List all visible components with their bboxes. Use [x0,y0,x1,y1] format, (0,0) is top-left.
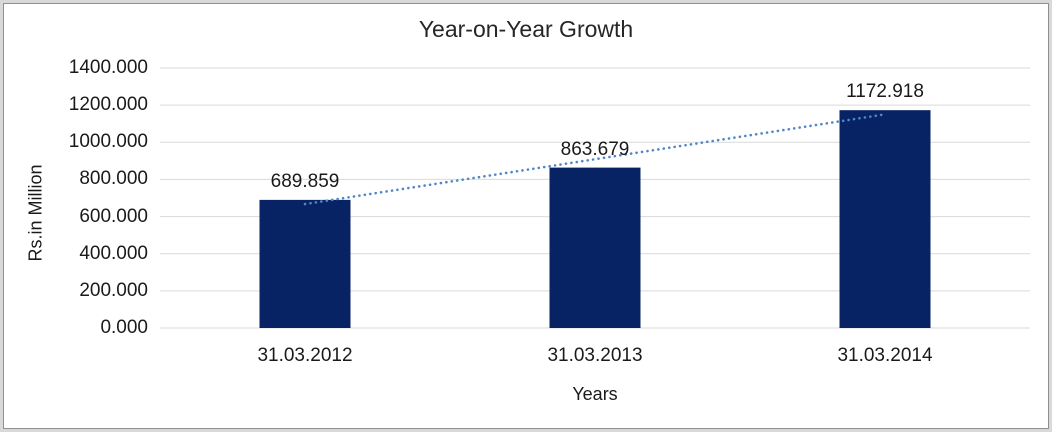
x-tick-label-31.03.2013: 31.03.2013 [547,345,643,366]
y-tick-label-1000.000: 1000.000 [68,131,148,153]
y-tick-label-200.000: 200.000 [79,279,148,301]
trendline-dotted [303,113,887,206]
bar-31.03.2012 [259,199,351,328]
x-tick-label-31.03.2012: 31.03.2012 [257,345,353,366]
y-tick-label-600.000: 600.000 [79,205,148,227]
data-label-31.03.2012: 689.859 [270,170,340,192]
x-tick-label-31.03.2014: 31.03.2014 [837,345,933,366]
x-axis-title: Years [572,384,618,404]
y-tick-label-1400.000: 1400.000 [68,57,148,78]
bar-31.03.2013 [549,167,641,328]
y-tick-label-0.000: 0.000 [100,317,148,338]
y-tick-label-1200.000: 1200.000 [68,94,148,116]
bar-31.03.2014 [839,110,931,329]
chart-title: Year-on-Year Growth [418,16,634,42]
y-tick-label-400.000: 400.000 [79,242,148,264]
data-label-31.03.2013: 863.679 [560,138,630,160]
y-tick-label-800.000: 800.000 [79,168,148,190]
data-label-31.03.2014: 1172.918 [846,81,924,103]
